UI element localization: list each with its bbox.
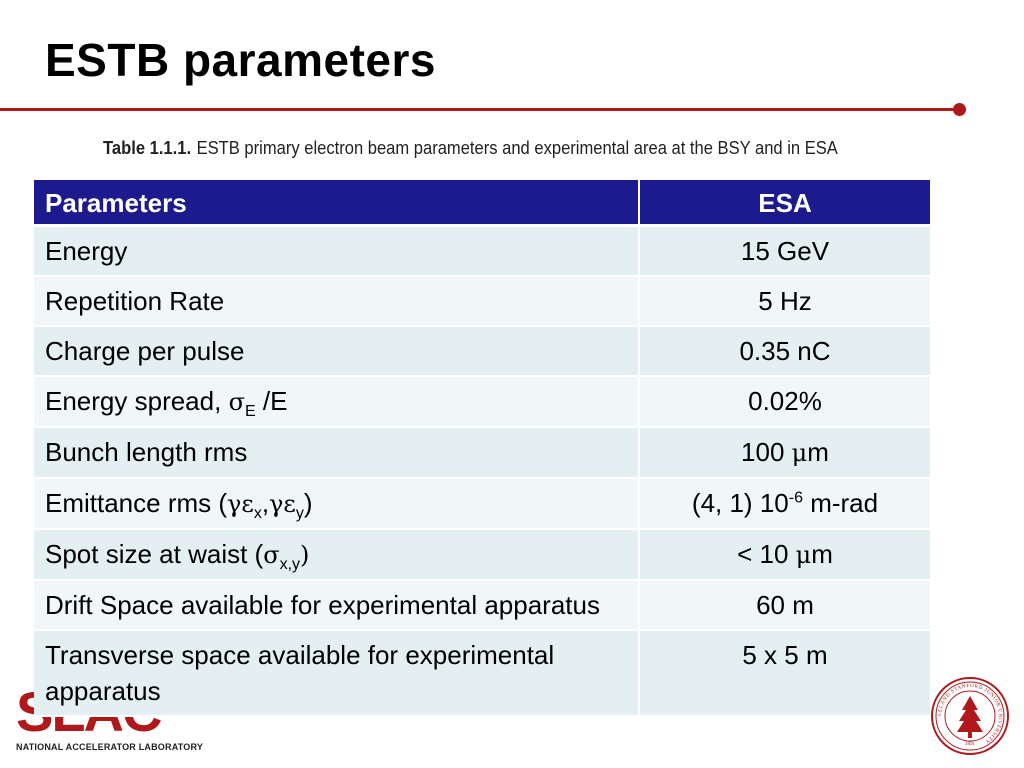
param-cell: Emittance rms (γεx,γεy) [34, 479, 640, 530]
param-text: , [261, 488, 270, 518]
header-esa: ESA [640, 180, 930, 227]
seal-year: 1891 [965, 742, 976, 747]
divider-end-dot [953, 103, 966, 116]
param-subscript: E [244, 403, 256, 421]
param-cell: Spot size at waist (σx,y) [34, 530, 640, 581]
sigma-symbol: σ [263, 541, 280, 569]
param-cell: Bunch length rms [34, 428, 640, 479]
value-cell: < 10 μm [640, 530, 930, 581]
param-text: Emittance rms ( [45, 488, 228, 518]
value-cell: (4, 1) 10-6 m-rad [640, 479, 930, 530]
table-row: Charge per pulse 0.35 nC [34, 327, 930, 377]
caption-text: ESTB primary electron beam parameters an… [196, 138, 838, 158]
value-cell: 5 x 5 m [640, 631, 930, 717]
value-number: 100 [741, 437, 792, 467]
param-subscript: x [253, 505, 262, 523]
value-cell: 15 GeV [640, 227, 930, 277]
param-text: /E [255, 386, 288, 416]
table-row: Transverse space available for experimen… [34, 631, 930, 717]
table-caption: Table 1.1.1. ESTB primary electron beam p… [103, 138, 838, 159]
param-text: ) [300, 541, 310, 569]
param-cell: Repetition Rate [34, 277, 640, 327]
value-number: < 10 [737, 539, 796, 569]
mu-symbol: μ [795, 541, 812, 569]
value-cell: 0.35 nC [640, 327, 930, 377]
table-row: Energy spread, σE /E 0.02% [34, 377, 930, 428]
parameters-table: Parameters ESA Energy 15 GeV Repetition … [34, 180, 930, 717]
table-row: Bunch length rms 100 μm [34, 428, 930, 479]
stanford-seal-icon: LELAND STANFORD JUNIOR UNIVERSITY 1891 [931, 677, 1009, 755]
value-cell: 5 Hz [640, 277, 930, 327]
table-row: Emittance rms (γεx,γεy) (4, 1) 10-6 m-ra… [34, 479, 930, 530]
gamma-epsilon-symbol: γε [227, 490, 254, 518]
param-text: Energy spread, [45, 386, 229, 416]
param-subscript: y [295, 505, 304, 523]
title-divider [0, 108, 958, 111]
table-row: Drift Space available for experimental a… [34, 581, 930, 631]
table-row: Energy 15 GeV [34, 227, 930, 277]
param-text: Spot size at waist ( [45, 539, 264, 569]
value-text: m-rad [802, 488, 879, 518]
param-subscript: x,y [279, 556, 301, 574]
value-unit: m [811, 539, 833, 569]
slac-logo-subtitle: NATIONAL ACCELERATOR LABORATORY [16, 742, 204, 752]
mu-symbol: μ [791, 439, 808, 467]
param-cell: Energy spread, σE /E [34, 377, 640, 428]
param-cell: Drift Space available for experimental a… [34, 581, 640, 631]
sigma-symbol: σ [228, 388, 245, 416]
param-text: ) [303, 488, 313, 518]
value-exponent: -6 [788, 489, 803, 507]
param-cell: Transverse space available for experimen… [34, 631, 640, 717]
slide-title: ESTB parameters [45, 34, 436, 86]
value-text: (4, 1) 10 [691, 488, 789, 518]
gamma-epsilon-symbol: γε [269, 490, 296, 518]
value-cell: 100 μm [640, 428, 930, 479]
value-cell: 60 m [640, 581, 930, 631]
param-cell: Energy [34, 227, 640, 277]
caption-label: Table 1.1.1. [103, 138, 192, 158]
value-cell: 0.02% [640, 377, 930, 428]
param-cell: Charge per pulse [34, 327, 640, 377]
header-parameters: Parameters [34, 180, 640, 227]
table-row: Spot size at waist (σx,y) < 10 μm [34, 530, 930, 581]
table-header-row: Parameters ESA [34, 180, 930, 227]
table-row: Repetition Rate 5 Hz [34, 277, 930, 327]
value-unit: m [807, 437, 829, 467]
